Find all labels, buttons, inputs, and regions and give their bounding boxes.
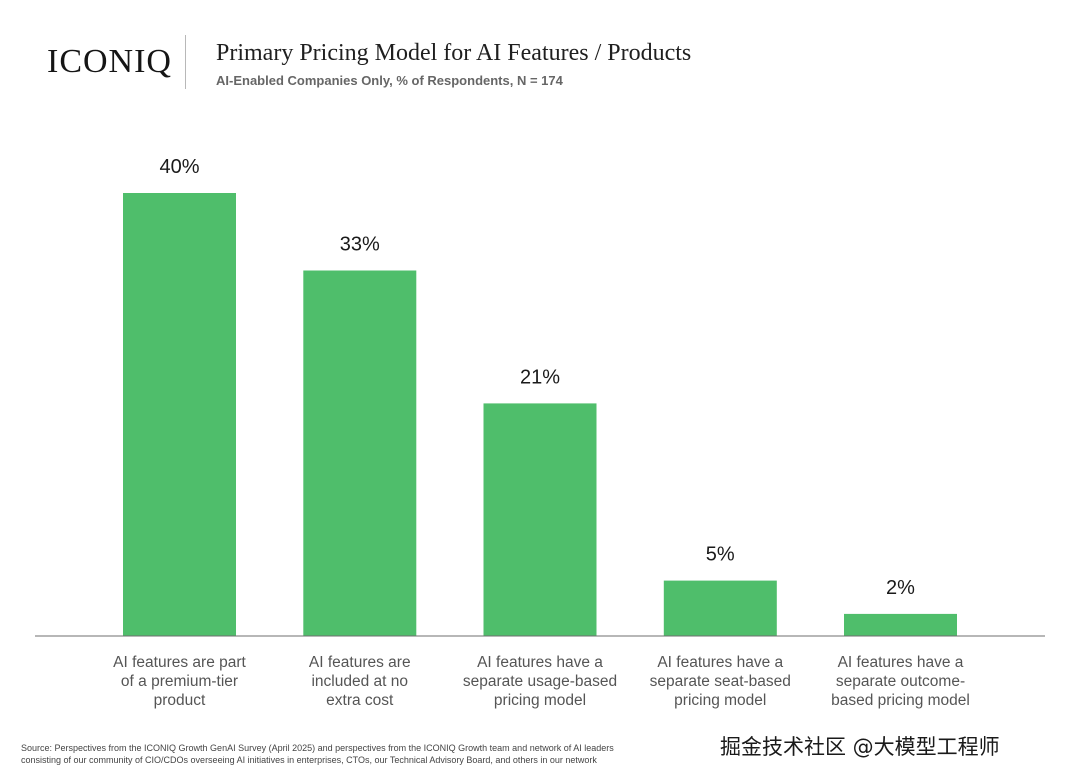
category-label-4: AI features have a separate seat-based pri… [650,654,791,709]
bar-5 [844,613,957,637]
bar-4 [663,580,777,636]
category-label-5: AI features have a separate outcome-based… [831,654,970,709]
source-footnote: Source: Perspectives from the ICONIQ Gro… [21,742,781,766]
value-label-4: 5% [706,544,735,566]
chart-title: Primary Pricing Model for AI Features / … [216,40,692,66]
value-label-3: 21% [520,366,560,388]
value-labels-group: 40% 33% 21% 5% 2% [159,156,915,599]
watermark: 掘金技术社区 @大模型工程师 [720,735,1000,759]
bar-2 [303,270,417,636]
category-label-line: separate outcome- [836,673,965,690]
category-label-1: AI features are part of a premium-tier pro… [113,654,246,709]
category-label-line: AI features have a [838,654,964,671]
source-line-2: consisting of our community of CIO/CDOs … [21,755,597,765]
bars-group [123,193,957,637]
category-label-line: pricing model [494,692,586,709]
category-labels-group: AI features are part of a premium-tier pro… [113,654,970,709]
category-label-line: separate seat-based [650,673,791,690]
category-label-line: AI features have a [477,654,603,671]
category-label-line: separate usage-based [463,673,617,690]
value-label-5: 2% [886,577,915,599]
bar-1 [123,193,236,636]
category-label-line: based pricing model [831,692,970,709]
category-label-line: product [154,692,206,709]
category-label-line: pricing model [674,692,766,709]
value-label-1: 40% [159,156,199,178]
iconiq-logo: ICONIQ [47,43,172,80]
source-line-1: Source: Perspectives from the ICONIQ Gro… [21,743,614,753]
logo-divider [185,35,186,89]
bar-3 [483,403,597,636]
category-label-line: of a premium-tier [121,673,238,690]
category-label-line: AI features are part [113,654,246,671]
category-label-line: included at no [311,673,408,690]
category-label-line: AI features are [309,654,411,671]
value-label-2: 33% [340,234,380,256]
category-label-3: AI features have a separate usage-based pr… [463,654,617,709]
category-label-line: AI features have a [657,654,783,671]
category-label-line: extra cost [326,692,394,709]
chart-subtitle: AI-Enabled Companies Only, % of Responde… [216,73,563,88]
category-label-2: AI features are included at no extra cost [309,654,411,709]
